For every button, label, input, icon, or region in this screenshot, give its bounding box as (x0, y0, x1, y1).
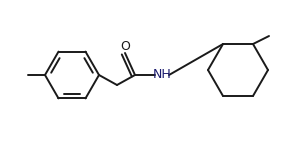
Text: O: O (120, 39, 130, 52)
Text: NH: NH (153, 69, 171, 81)
